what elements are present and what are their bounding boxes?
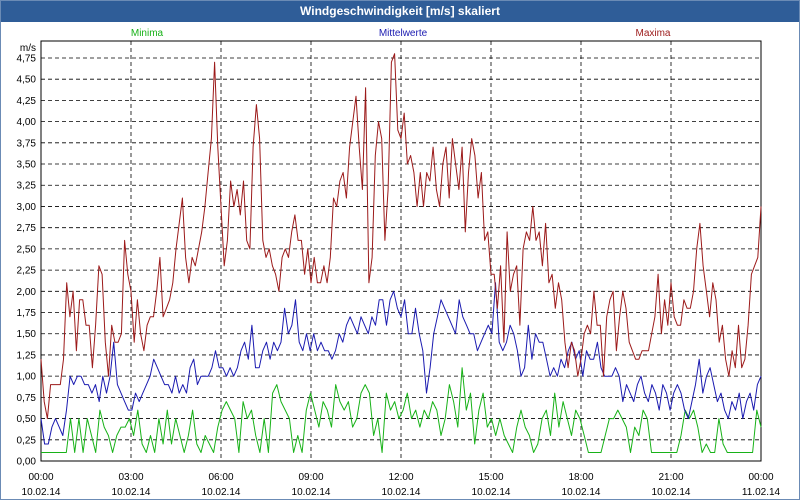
x-tick-time: 21:00 [658,472,683,483]
series-minima-line [41,367,762,453]
x-tick-time: 15:00 [478,472,503,483]
y-tick-label: 3,00 [17,202,37,213]
x-tick-date: 10.02.14 [112,487,151,498]
axes [40,40,762,462]
series-maxima-line [40,53,762,420]
y-tick-label: 2,75 [17,223,37,234]
y-tick-label: 3,75 [17,138,37,149]
chart-title: Windgeschwindigkeit [m/s] skaliert [1,1,799,22]
y-tick-label: 1,25 [17,350,37,361]
x-axis-ticks: 00:00 10.02.14 03:00 10.02.14 06:00 10.02.14 0… [22,472,781,498]
y-tick-label: 2,25 [17,266,37,277]
y-tick-label: 4,50 [17,75,37,86]
legend-maxima: Maxima [635,28,670,39]
y-tick-label: 1,75 [17,308,37,319]
x-tick-date: 10.02.14 [292,487,331,498]
y-axis-ticks: 0,00 0,25 0,50 0,75 1,00 1,25 1,50 1,75 2,00 2,25… [17,53,37,467]
y-tick-label: 1,00 [17,372,37,383]
grid [41,41,761,462]
y-tick-label: 1,50 [17,329,37,340]
x-tick-date: 11.02.14 [742,487,781,498]
x-tick-time: 12:00 [388,472,413,483]
x-tick-time: 06:00 [208,472,233,483]
x-tick-time: 00:00 [748,472,773,483]
y-tick-label: 3,50 [17,160,37,171]
legend-mittelwerte: Mittelwerte [379,28,428,39]
plot-frame [40,40,762,462]
x-tick-time: 18:00 [568,472,593,483]
y-axis-unit: m/s [20,43,36,54]
y-tick-label: 3,25 [17,181,37,192]
series-mittelwerte-line [40,282,762,445]
series-lines [40,53,762,453]
x-tick-time: 09:00 [298,472,323,483]
legend-minima: Minima [131,28,164,39]
y-tick-label: 0,00 [17,457,37,468]
y-tick-label: 4,00 [17,117,37,128]
x-tick-date: 10.02.14 [382,487,421,498]
x-tick-date: 10.02.14 [652,487,691,498]
x-tick-time: 03:00 [118,472,143,483]
y-tick-label: 2,00 [17,287,37,298]
x-tick-date: 10.02.14 [472,487,511,498]
y-tick-label: 0,25 [17,435,37,446]
y-tick-label: 0,75 [17,393,37,404]
x-tick-time: 00:00 [28,472,53,483]
y-tick-label: 4,75 [17,53,37,64]
x-tick-date: 10.02.14 [202,487,241,498]
x-tick-date: 10.02.14 [562,487,601,498]
x-tick-date: 10.02.14 [22,487,61,498]
y-tick-label: 0,50 [17,414,37,425]
y-tick-label: 4,25 [17,96,37,107]
y-tick-label: 2,50 [17,244,37,255]
